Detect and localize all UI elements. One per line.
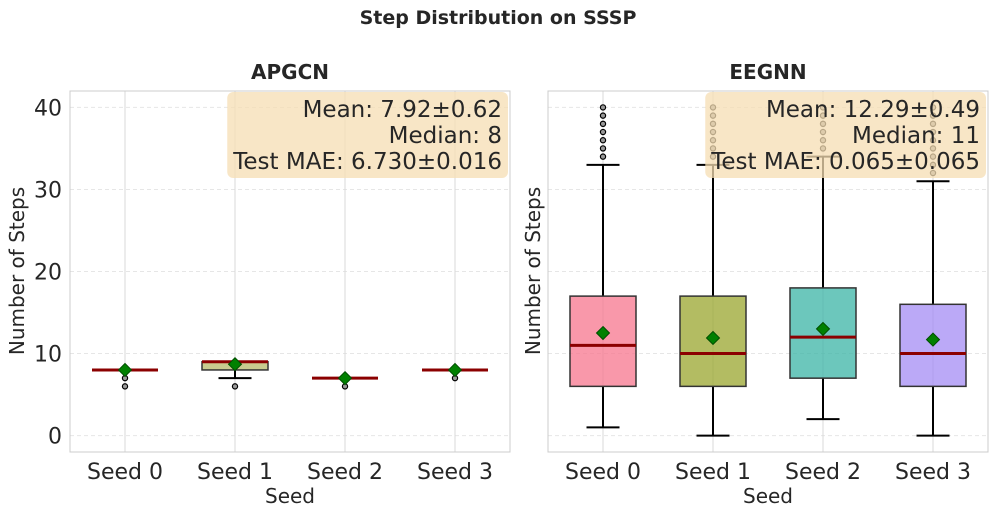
mean-marker <box>337 370 353 386</box>
mean-marker <box>227 357 243 372</box>
stat-mae: Test MAE: 0.065±0.065 <box>710 149 980 175</box>
x-tick-label: Seed 3 <box>895 460 971 485</box>
outlier-point <box>599 112 607 119</box>
plot-frame <box>547 90 989 453</box>
mean-marker <box>925 332 941 347</box>
outlier-point <box>599 137 607 144</box>
box-seed-2 <box>312 370 378 390</box>
outlier-point <box>599 145 607 152</box>
box-seed-1 <box>201 357 269 390</box>
outlier-point <box>599 104 607 111</box>
figure-title: Step Distribution on SSSP <box>360 7 637 29</box>
outlier-point <box>121 383 129 390</box>
y-tick-label: 0 <box>48 425 62 450</box>
stat-median: Median: 11 <box>852 123 980 149</box>
mean-marker <box>595 325 611 341</box>
outlier-point <box>231 383 239 390</box>
outlier-point <box>599 153 607 160</box>
x-axis-label: Seed <box>265 484 315 508</box>
y-tick-label: 30 <box>34 178 62 203</box>
box-seed-1 <box>679 104 747 437</box>
mean-marker <box>705 330 721 346</box>
stat-mae: Test MAE: 6.730±0.016 <box>232 149 502 175</box>
plot-frame <box>69 90 511 453</box>
mean-marker <box>117 362 133 378</box>
box-seed-0 <box>569 104 637 429</box>
mean-marker <box>447 362 463 378</box>
plot-area: Seed 0 Seed 1 Seed 2 Seed 3 Mean: 12.29±0.49… <box>547 90 989 485</box>
stat-mean: Mean: 12.29±0.49 <box>766 97 980 123</box>
panel-apgcn: APGCN Number of Steps Seed 0 10 20 30 40 Seed… <box>5 60 511 508</box>
mean-marker <box>815 321 831 337</box>
iqr-box <box>899 303 967 388</box>
x-tick-label: Seed 1 <box>675 460 751 485</box>
y-tick-label: 20 <box>34 261 62 286</box>
x-tick-label: Seed 3 <box>417 460 493 485</box>
box-seed-3 <box>422 362 488 382</box>
x-tick-label: Seed 0 <box>565 460 641 485</box>
x-axis-label: Seed <box>743 484 793 508</box>
stats-box-background <box>705 92 986 178</box>
iqr-box <box>569 295 637 388</box>
stats-box-background <box>227 92 508 178</box>
outlier-point <box>599 128 607 136</box>
panel-title: APGCN <box>251 60 329 84</box>
y-axis-label: Number of Steps <box>521 187 545 355</box>
outlier-point <box>599 120 607 128</box>
panel-title: EEGNN <box>729 60 806 84</box>
x-tick-label: Seed 1 <box>197 460 273 485</box>
box-seed-0 <box>92 362 158 390</box>
plot-area: 0 10 20 30 40 Seed 0 Seed 1 Seed 2 Seed 3 Mean: 7… <box>34 90 511 485</box>
x-tick-label: Seed 0 <box>87 460 163 485</box>
stat-mean: Mean: 7.92±0.62 <box>303 97 502 123</box>
y-axis-label: Number of Steps <box>5 187 29 355</box>
x-tick-label: Seed 2 <box>307 460 383 485</box>
y-tick-label: 40 <box>34 96 62 121</box>
stat-median: Median: 8 <box>389 123 502 149</box>
x-tick-label: Seed 2 <box>785 460 861 485</box>
y-tick-label: 10 <box>34 343 62 368</box>
